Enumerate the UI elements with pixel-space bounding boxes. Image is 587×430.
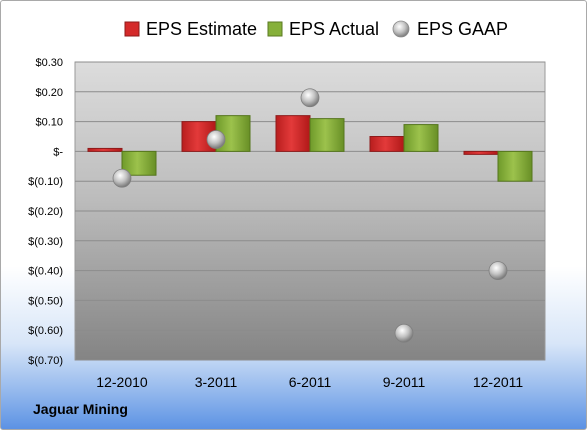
y-tick-label: $0.30 [35,57,63,69]
bar-eps-actual-9-2011 [403,124,439,152]
y-tick-label: $0.20 [35,87,63,99]
x-tick-label-6-2011: 6-2011 [289,374,332,390]
legend-swatch-eps-gaap [392,20,410,38]
legend-swatch-eps-actual [267,21,283,37]
y-tick-label: $(0.30) [28,236,63,248]
y-tick-label: $- [53,146,63,158]
legend-item-eps-gaap: EPS GAAP [391,14,508,44]
y-tick-label: $(0.40) [28,266,63,278]
marker-eps-gaap-9-2011 [394,323,414,343]
bar-eps-estimate-12-2011 [463,150,499,155]
y-tick-label: $(0.50) [28,295,63,307]
legend-swatch-eps-estimate [124,21,140,37]
bar-eps-estimate-9-2011 [369,136,405,152]
marker-eps-gaap-6-2011 [300,88,320,108]
marker-eps-gaap-3-2011 [206,130,226,149]
legend-label-eps-gaap: EPS GAAP [417,18,509,39]
legend-item-eps-actual: EPS Actual [267,14,379,44]
bar-eps-actual-6-2011 [309,118,345,152]
x-tick-label-3-2011: 3-2011 [195,374,238,390]
legend-label-eps-actual: EPS Actual [289,18,380,39]
marker-eps-gaap-12-2010 [112,168,132,188]
y-tick-label: $0.10 [35,117,63,129]
bar-eps-estimate-12-2010 [87,147,123,152]
y-tick-label: $(0.60) [28,325,63,337]
legend-label-eps-estimate: EPS Estimate [146,18,258,39]
legend: EPS Estimate EPS Actual EPS GAAP [0,14,587,44]
marker-eps-gaap-12-2011 [488,261,508,281]
bar-eps-actual-12-2010 [121,150,157,176]
x-tick-label-12-2010: 12-2010 [96,374,148,390]
bar-eps-actual-12-2011 [497,150,533,182]
x-tick-label-9-2011: 9-2011 [383,374,426,390]
x-tick-label-12-2011: 12-2011 [473,374,524,390]
y-tick-label: $(0.70) [28,355,63,367]
company-name: Jaguar Mining [33,401,128,417]
y-tick-label: $(0.20) [28,206,63,218]
legend-item-eps-estimate: EPS Estimate [124,14,257,44]
y-tick-label: $(0.10) [28,176,63,188]
bar-eps-estimate-6-2011 [275,115,311,152]
